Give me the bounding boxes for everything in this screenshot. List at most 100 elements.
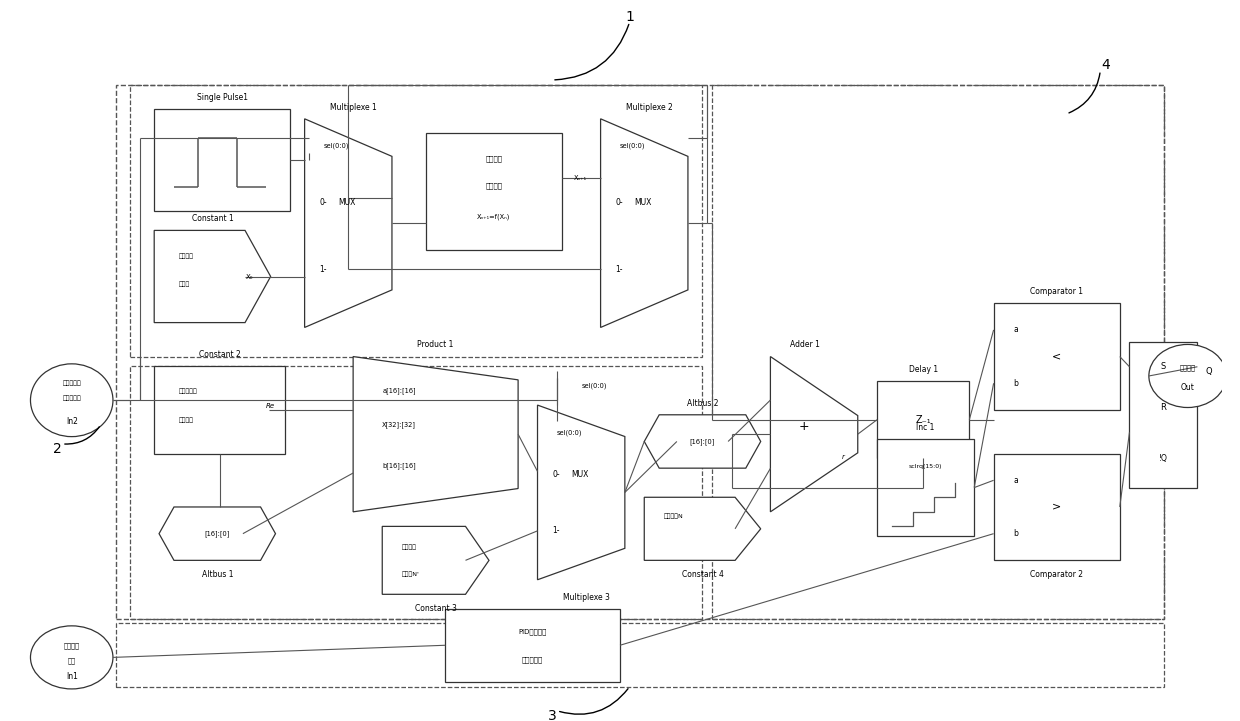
Text: Constant 4: Constant 4 (682, 570, 723, 580)
Text: 1-: 1- (552, 526, 559, 536)
Polygon shape (305, 119, 392, 327)
Polygon shape (159, 507, 275, 560)
Text: sel(0:0): sel(0:0) (582, 382, 606, 389)
Text: 混沌频率调: 混沌频率调 (179, 388, 197, 394)
Text: 电源反馈: 电源反馈 (63, 642, 79, 649)
Text: Xₙ₊₁: Xₙ₊₁ (573, 174, 587, 181)
Text: b[16]:[16]: b[16]:[16] (382, 462, 415, 469)
Text: >: > (1052, 502, 1061, 512)
Text: Comparator 1: Comparator 1 (1030, 287, 1084, 296)
Text: MUX: MUX (572, 471, 589, 479)
Text: Out: Out (1180, 383, 1194, 392)
Text: 0-: 0- (319, 198, 327, 207)
Bar (154, 109, 290, 211)
Text: 混沌频率调: 混沌频率调 (62, 380, 81, 386)
Text: [16]:[0]: [16]:[0] (689, 438, 715, 445)
Bar (117, 85, 1164, 619)
Text: Multiplexe 1: Multiplexe 1 (330, 102, 377, 112)
Bar (993, 454, 1120, 560)
Bar (1130, 342, 1198, 487)
Text: 混沌映射: 混沌映射 (485, 156, 502, 162)
Ellipse shape (31, 364, 113, 437)
Text: +: + (799, 420, 810, 433)
Text: 3: 3 (548, 709, 557, 721)
Bar (877, 439, 975, 536)
Text: a[16]:[16]: a[16]:[16] (382, 387, 415, 394)
Text: Constant 1: Constant 1 (191, 214, 233, 224)
Text: 0-: 0- (552, 471, 559, 479)
Text: PID占空比参: PID占空比参 (518, 629, 547, 635)
Text: !Q: !Q (1159, 454, 1168, 463)
Polygon shape (154, 231, 270, 322)
Text: b: b (1013, 379, 1018, 388)
Text: Inc 1: Inc 1 (916, 423, 935, 432)
Text: Comparator 2: Comparator 2 (1030, 570, 1084, 580)
Text: 4: 4 (1101, 58, 1110, 72)
Ellipse shape (1149, 345, 1226, 407)
Text: 0-: 0- (615, 198, 622, 207)
Text: In1: In1 (66, 672, 78, 681)
Text: sel(0:0): sel(0:0) (620, 143, 646, 149)
Bar (445, 609, 620, 681)
Text: X₀: X₀ (246, 273, 253, 280)
Text: sclrq(15:0): sclrq(15:0) (909, 464, 942, 469)
Text: In2: In2 (66, 417, 78, 426)
Text: sel(0:0): sel(0:0) (557, 429, 583, 435)
Text: S: S (1161, 362, 1166, 371)
Text: Multiplexe 3: Multiplexe 3 (563, 593, 610, 602)
Text: 固定周期: 固定周期 (402, 544, 417, 549)
Text: Multiplexe 2: Multiplexe 2 (626, 102, 672, 112)
Text: Adder 1: Adder 1 (790, 340, 820, 350)
Bar (130, 85, 703, 357)
Text: Re: Re (267, 402, 275, 409)
Text: 1-: 1- (615, 265, 622, 273)
Text: Altbus 1: Altbus 1 (202, 570, 233, 580)
Text: 制开关信号: 制开关信号 (62, 396, 81, 401)
Polygon shape (382, 526, 489, 594)
Bar (425, 133, 562, 249)
Text: Xₙ₊₁=f(Xₙ): Xₙ₊₁=f(Xₙ) (477, 214, 511, 221)
Text: Delay 1: Delay 1 (909, 365, 937, 373)
Ellipse shape (31, 626, 113, 689)
Bar (117, 624, 1164, 686)
Text: Single Pulse1: Single Pulse1 (197, 93, 248, 102)
Text: 1-: 1- (319, 265, 326, 273)
Text: 信号: 信号 (68, 657, 76, 663)
Bar (993, 304, 1120, 410)
Text: Q: Q (1205, 366, 1211, 376)
Text: 数计算电路: 数计算电路 (522, 657, 543, 663)
Text: Altbus 2: Altbus 2 (687, 399, 718, 407)
Text: 制度参数: 制度参数 (179, 417, 193, 423)
Text: a: a (1013, 325, 1018, 335)
Bar (154, 366, 285, 454)
Text: MUX: MUX (635, 198, 652, 207)
Polygon shape (645, 497, 760, 560)
Text: MUX: MUX (339, 198, 356, 207)
Text: Product 1: Product 1 (418, 340, 454, 350)
Polygon shape (770, 357, 858, 512)
Polygon shape (353, 357, 518, 512)
Text: 偏移值N': 偏移值N' (402, 571, 419, 577)
Text: 1: 1 (625, 10, 634, 24)
Text: 周期加数N: 周期加数N (663, 513, 683, 519)
Text: 函数电路: 函数电路 (485, 182, 502, 189)
Text: r: r (842, 454, 844, 461)
Text: 混沌映射: 混沌映射 (179, 253, 193, 259)
Bar (130, 366, 703, 619)
Polygon shape (537, 405, 625, 580)
Text: a: a (1013, 476, 1018, 485)
Text: X[32]:[32]: X[32]:[32] (382, 422, 417, 428)
Text: sel(0:0): sel(0:0) (324, 143, 350, 149)
Text: Constant 2: Constant 2 (198, 350, 241, 359)
Text: 2: 2 (53, 442, 62, 456)
Text: <: < (1052, 352, 1061, 361)
Bar (712, 85, 1164, 619)
Text: 开关脉冲: 开关脉冲 (1179, 364, 1195, 371)
Text: R: R (1161, 403, 1167, 412)
Text: b: b (1013, 529, 1018, 538)
Text: [16]:[0]: [16]:[0] (205, 530, 229, 537)
Bar (877, 381, 970, 459)
Text: 初始值: 初始值 (179, 281, 190, 287)
Polygon shape (645, 415, 760, 468)
Polygon shape (600, 119, 688, 327)
